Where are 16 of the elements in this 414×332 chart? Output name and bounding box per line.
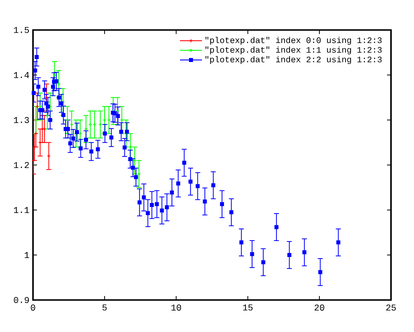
x-tick-label: 25: [386, 304, 396, 311]
legend-label: "plotexp.dat" index 2:2 using 1:2:3: [206, 56, 382, 64]
x-tick-label: 20: [314, 304, 324, 311]
x-tick-label: 0: [30, 304, 36, 311]
y-tick-label: 1.5: [14, 27, 29, 34]
x-tick-label: 5: [102, 304, 107, 311]
legend-label: "plotexp.dat" index 1:1 using 1:2:3: [206, 46, 382, 54]
y-tick-label: 1.1: [14, 207, 30, 213]
x-tick-label: 10: [171, 304, 182, 311]
y-tick-label: 1.4: [14, 72, 30, 78]
y-tick-label: 0.9: [14, 296, 29, 304]
y-tick-label: 1: [24, 252, 30, 258]
x-tick-label: 15: [243, 304, 253, 311]
y-tick-label: 1.3: [14, 116, 29, 124]
legend-label: "plotexp.dat" index 0:0 using 1:2:3: [206, 36, 382, 45]
y-tick-label: 1.2: [14, 162, 29, 168]
